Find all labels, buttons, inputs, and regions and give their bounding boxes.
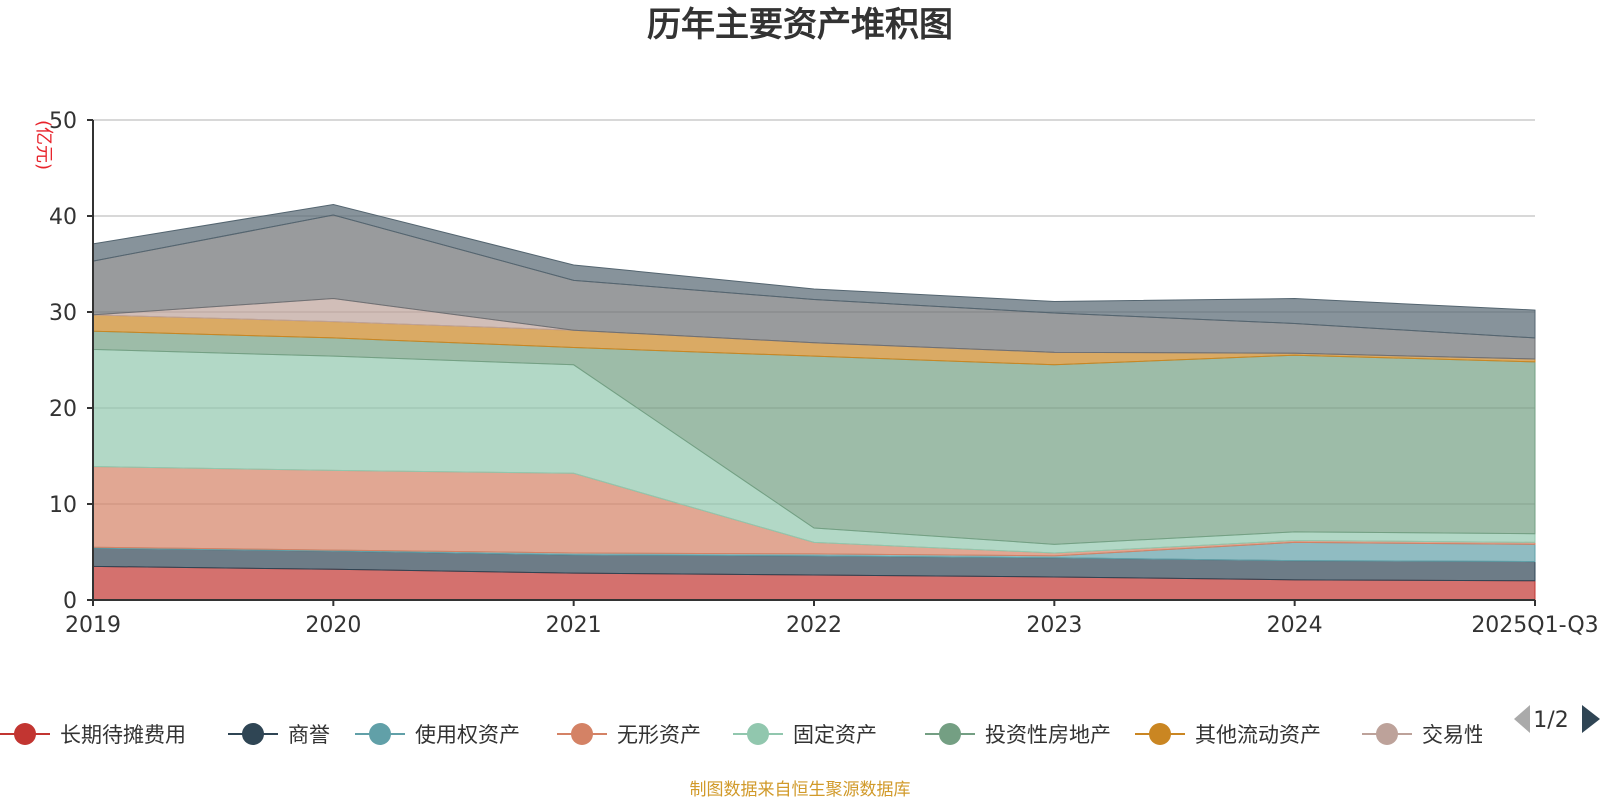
area-series[interactable]: [92, 203, 1536, 339]
legend-circle-marker: [369, 723, 391, 745]
legend-prev-page-icon[interactable]: [1514, 705, 1530, 733]
legend-circle-marker: [1149, 723, 1171, 745]
legend-circle-marker: [14, 723, 36, 745]
legend: 长期待摊费用 商誉 使用权资产 无形资产 固定资产 投资性房地产 其他流动资产 交易性: [0, 723, 1485, 747]
legend-pager: 1/2: [1514, 705, 1600, 733]
legend-circle-marker: [747, 723, 769, 745]
legend-circle-marker: [571, 723, 593, 745]
x-tick-label: 2025Q1-Q3: [1471, 613, 1598, 638]
legend-next-page-icon[interactable]: [1582, 705, 1600, 733]
legend-item[interactable]: 其他流动资产: [1135, 723, 1321, 747]
legend-label: 商誉: [288, 723, 330, 747]
x-tick-label: 2021: [546, 613, 602, 638]
y-axis-unit: (亿元): [33, 120, 54, 170]
legend-label: 无形资产: [617, 723, 701, 747]
legend-circle-marker: [242, 723, 264, 745]
legend-item[interactable]: 使用权资产: [355, 723, 520, 747]
legend-item[interactable]: 固定资产: [733, 723, 877, 747]
y-tick-label: 20: [49, 397, 77, 422]
legend-label: 固定资产: [793, 723, 877, 747]
x-tick-label: 2019: [65, 613, 121, 638]
y-tick-label: 50: [49, 109, 77, 134]
y-tick-label: 0: [63, 589, 77, 614]
legend-items: 长期待摊费用 商誉 使用权资产 无形资产 固定资产 投资性房地产 其他流动资产 交易性: [0, 723, 1485, 747]
y-tick-label: 30: [49, 301, 77, 326]
legend-page-indicator: 1/2: [1533, 708, 1568, 733]
legend-item[interactable]: 无形资产: [557, 723, 701, 747]
legend-circle-marker: [939, 723, 961, 745]
x-tick-label: 2023: [1026, 613, 1082, 638]
legend-label: 交易性: [1422, 723, 1485, 747]
area-series-group: [92, 203, 1536, 601]
legend-item[interactable]: 交易性: [1362, 723, 1485, 747]
data-source-note: 制图数据来自恒生聚源数据库: [690, 780, 911, 800]
y-tick-label: 10: [49, 493, 77, 518]
x-tick-label: 2022: [786, 613, 842, 638]
legend-label: 使用权资产: [415, 723, 520, 747]
legend-label: 投资性房地产: [985, 723, 1111, 747]
axes: 0 10 20 30 40 50 2019 2020 2021 2022 2023 2024 2025Q…: [49, 109, 1599, 638]
legend-item[interactable]: 商誉: [228, 723, 330, 747]
legend-label: 其他流动资产: [1195, 723, 1321, 747]
chart-title: 历年主要资产堆积图: [647, 5, 953, 45]
legend-label: 长期待摊费用: [60, 723, 186, 747]
legend-item[interactable]: 投资性房地产: [925, 723, 1111, 747]
y-tick-label: 40: [49, 205, 77, 230]
legend-circle-marker: [1376, 723, 1398, 745]
x-tick-label: 2024: [1267, 613, 1323, 638]
x-tick-label: 2020: [305, 613, 361, 638]
legend-item[interactable]: 长期待摊费用: [0, 723, 186, 747]
